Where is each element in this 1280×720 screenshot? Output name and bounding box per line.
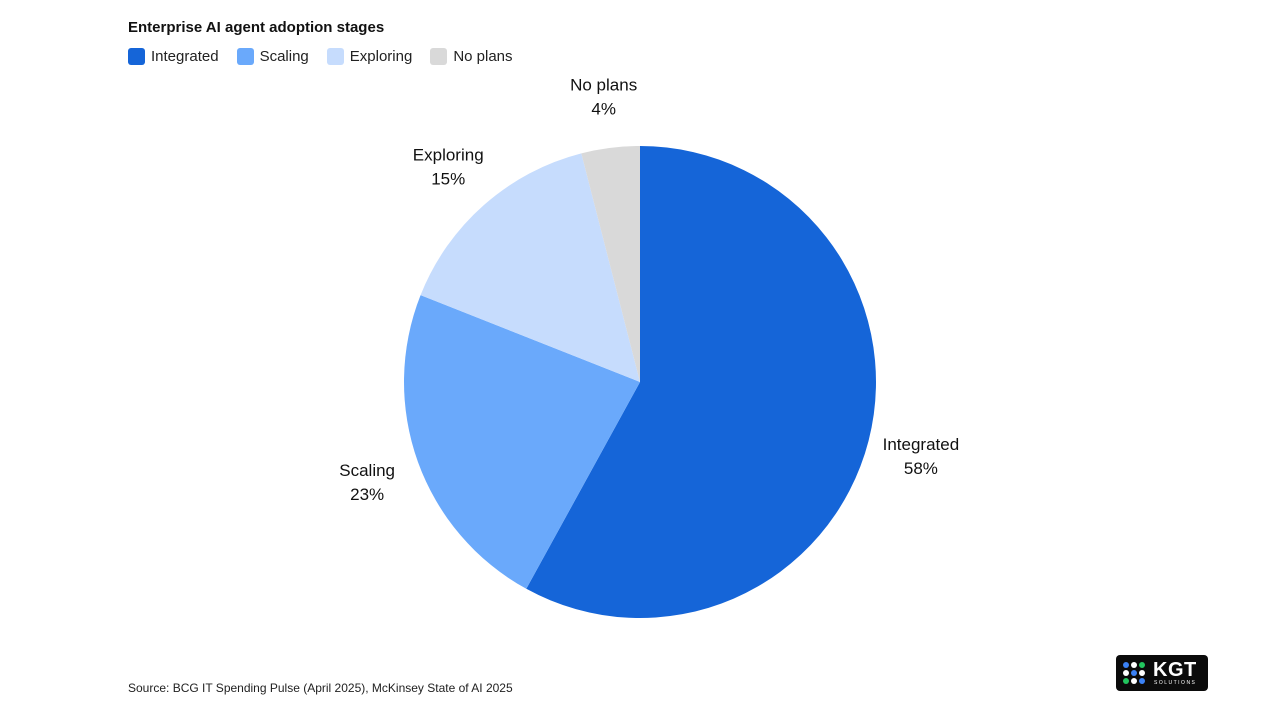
logo-dots-icon [1123, 662, 1145, 684]
legend-swatch [128, 48, 145, 65]
pie-slice-integrated [526, 146, 877, 618]
legend-label: Scaling [259, 48, 309, 65]
source-note: Source: BCG IT Spending Pulse (April 202… [128, 681, 513, 695]
legend-label: No plans [453, 48, 513, 65]
logo-subtext: SOLUTIONS [1154, 680, 1197, 686]
slice-label-value: 4% [591, 99, 616, 118]
logo-dot [1131, 670, 1137, 676]
logo-dot [1139, 662, 1145, 668]
logo-dot [1139, 670, 1145, 676]
slice-label-name: Integrated [883, 435, 960, 454]
logo-dot [1131, 662, 1137, 668]
legend-swatch [430, 48, 448, 65]
slice-label-name: No plans [570, 75, 637, 94]
slice-label-value: 58% [904, 459, 938, 478]
pie-labels: Integrated 58% Scaling 23% Exploring 15% No pl… [339, 75, 959, 504]
pie-slices [403, 146, 877, 618]
pie-slice-scaling [403, 295, 640, 589]
chart-legend: Integrated Scaling Exploring No plans [128, 48, 513, 65]
legend-item: Exploring [326, 48, 413, 65]
chart-title: Enterprise AI agent adoption stages [128, 19, 385, 36]
logo-dot [1123, 670, 1129, 676]
slice-label-name: Scaling [339, 461, 395, 480]
legend-item: Integrated [128, 48, 219, 65]
slice-label-name: Exploring [413, 145, 484, 164]
kgt-logo: KGT SOLUTIONS [1116, 655, 1208, 691]
legend-label: Exploring [349, 48, 413, 65]
legend-swatch [236, 48, 254, 65]
legend-item: Scaling [236, 48, 309, 65]
logo-dot [1123, 662, 1129, 668]
logo-text: KGT [1153, 659, 1197, 681]
logo-dot [1139, 678, 1145, 684]
legend-item: No plans [430, 48, 513, 65]
legend-label: Integrated [151, 48, 219, 65]
pie-slice-no-plans [581, 146, 640, 382]
logo-dot [1131, 678, 1137, 684]
legend-swatch [326, 48, 344, 65]
slice-label-value: 23% [350, 485, 384, 504]
pie-slice-exploring [420, 153, 640, 382]
logo-dot [1123, 678, 1129, 684]
slice-label-value: 15% [431, 169, 465, 188]
